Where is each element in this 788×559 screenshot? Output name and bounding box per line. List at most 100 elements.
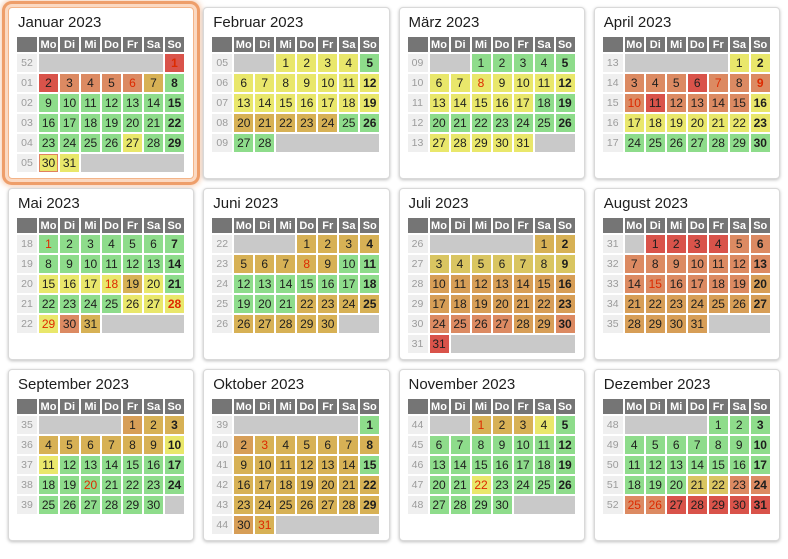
day-cell-10[interactable]: 10 <box>60 94 79 112</box>
day-cell-12[interactable]: 12 <box>234 275 254 293</box>
day-cell-2[interactable]: 2 <box>492 416 512 434</box>
day-cell-31[interactable]: 31 <box>81 315 100 333</box>
day-cell-18[interactable]: 18 <box>339 94 359 112</box>
day-cell-25[interactable]: 25 <box>534 476 554 494</box>
day-cell-30[interactable]: 30 <box>144 496 163 514</box>
day-cell-28[interactable]: 28 <box>276 315 296 333</box>
day-cell-26[interactable]: 26 <box>471 315 491 333</box>
day-cell-25[interactable]: 25 <box>102 295 121 313</box>
day-cell-22[interactable]: 22 <box>297 295 317 313</box>
day-cell-18[interactable]: 18 <box>624 476 644 494</box>
day-cell-13[interactable]: 13 <box>429 94 449 112</box>
day-cell-14[interactable]: 14 <box>255 94 275 112</box>
day-cell-1[interactable]: 1 <box>297 235 317 253</box>
day-cell-4[interactable]: 4 <box>534 416 554 434</box>
day-cell-18[interactable]: 18 <box>102 275 121 293</box>
day-cell-2[interactable]: 2 <box>144 416 163 434</box>
day-cell-5[interactable]: 5 <box>729 235 749 253</box>
day-cell-24[interactable]: 24 <box>81 295 100 313</box>
day-cell-24[interactable]: 24 <box>60 134 79 152</box>
day-cell-22[interactable]: 22 <box>39 295 58 313</box>
day-cell-16[interactable]: 16 <box>492 94 512 112</box>
day-cell-9[interactable]: 9 <box>297 74 317 92</box>
day-cell-15[interactable]: 15 <box>645 275 665 293</box>
day-cell-23[interactable]: 23 <box>297 114 317 132</box>
day-cell-14[interactable]: 14 <box>144 94 163 112</box>
day-cell-26[interactable]: 26 <box>645 496 665 514</box>
day-cell-5[interactable]: 5 <box>666 74 686 92</box>
day-cell-10[interactable]: 10 <box>339 255 359 273</box>
day-cell-5[interactable]: 5 <box>234 255 254 273</box>
day-cell-3[interactable]: 3 <box>429 255 449 273</box>
day-cell-6[interactable]: 6 <box>492 255 512 273</box>
day-cell-14[interactable]: 14 <box>102 456 121 474</box>
day-cell-26[interactable]: 26 <box>102 134 121 152</box>
day-cell-13[interactable]: 13 <box>255 275 275 293</box>
day-cell-19[interactable]: 19 <box>360 94 380 112</box>
day-cell-19[interactable]: 19 <box>555 94 575 112</box>
day-cell-11[interactable]: 11 <box>534 74 554 92</box>
day-cell-18[interactable]: 18 <box>276 476 296 494</box>
day-cell-30[interactable]: 30 <box>234 516 254 534</box>
day-cell-5[interactable]: 5 <box>60 436 79 454</box>
day-cell-8[interactable]: 8 <box>729 74 749 92</box>
day-cell-28[interactable]: 28 <box>708 134 728 152</box>
day-cell-18[interactable]: 18 <box>360 275 380 293</box>
day-cell-16[interactable]: 16 <box>318 275 338 293</box>
day-cell-28[interactable]: 28 <box>165 295 184 313</box>
day-cell-25[interactable]: 25 <box>360 295 380 313</box>
day-cell-4[interactable]: 4 <box>624 436 644 454</box>
day-cell-3[interactable]: 3 <box>687 235 707 253</box>
day-cell-22[interactable]: 22 <box>534 295 554 313</box>
day-cell-14[interactable]: 14 <box>165 255 184 273</box>
day-cell-14[interactable]: 14 <box>339 456 359 474</box>
day-cell-3[interactable]: 3 <box>318 54 338 72</box>
day-cell-3[interactable]: 3 <box>60 74 79 92</box>
day-cell-29[interactable]: 29 <box>471 496 491 514</box>
day-cell-22[interactable]: 22 <box>471 476 491 494</box>
day-cell-11[interactable]: 11 <box>624 456 644 474</box>
day-cell-11[interactable]: 11 <box>102 255 121 273</box>
day-cell-17[interactable]: 17 <box>165 456 184 474</box>
day-cell-25[interactable]: 25 <box>708 295 728 313</box>
day-cell-25[interactable]: 25 <box>534 114 554 132</box>
day-cell-11[interactable]: 11 <box>39 456 58 474</box>
day-cell-4[interactable]: 4 <box>708 235 728 253</box>
day-cell-7[interactable]: 7 <box>255 74 275 92</box>
day-cell-18[interactable]: 18 <box>39 476 58 494</box>
day-cell-22[interactable]: 22 <box>471 114 491 132</box>
day-cell-7[interactable]: 7 <box>339 436 359 454</box>
day-cell-24[interactable]: 24 <box>339 295 359 313</box>
day-cell-8[interactable]: 8 <box>708 436 728 454</box>
day-cell-20[interactable]: 20 <box>81 476 100 494</box>
day-cell-23[interactable]: 23 <box>666 295 686 313</box>
day-cell-4[interactable]: 4 <box>339 54 359 72</box>
day-cell-29[interactable]: 29 <box>123 496 142 514</box>
day-cell-30[interactable]: 30 <box>60 315 79 333</box>
day-cell-6[interactable]: 6 <box>234 74 254 92</box>
day-cell-20[interactable]: 20 <box>687 114 707 132</box>
day-cell-26[interactable]: 26 <box>729 295 749 313</box>
day-cell-23[interactable]: 23 <box>144 476 163 494</box>
day-cell-23[interactable]: 23 <box>555 295 575 313</box>
day-cell-9[interactable]: 9 <box>144 436 163 454</box>
day-cell-2[interactable]: 2 <box>492 54 512 72</box>
day-cell-28[interactable]: 28 <box>513 315 533 333</box>
day-cell-15[interactable]: 15 <box>39 275 58 293</box>
day-cell-27[interactable]: 27 <box>750 295 770 313</box>
day-cell-29[interactable]: 29 <box>471 134 491 152</box>
day-cell-15[interactable]: 15 <box>123 456 142 474</box>
day-cell-11[interactable]: 11 <box>360 255 380 273</box>
day-cell-25[interactable]: 25 <box>450 315 470 333</box>
day-cell-4[interactable]: 4 <box>645 74 665 92</box>
day-cell-23[interactable]: 23 <box>318 295 338 313</box>
day-cell-7[interactable]: 7 <box>102 436 121 454</box>
day-cell-25[interactable]: 25 <box>81 134 100 152</box>
day-cell-28[interactable]: 28 <box>102 496 121 514</box>
day-cell-21[interactable]: 21 <box>255 114 275 132</box>
day-cell-1[interactable]: 1 <box>534 235 554 253</box>
day-cell-10[interactable]: 10 <box>165 436 184 454</box>
day-cell-15[interactable]: 15 <box>297 275 317 293</box>
day-cell-18[interactable]: 18 <box>708 275 728 293</box>
day-cell-30[interactable]: 30 <box>318 315 338 333</box>
